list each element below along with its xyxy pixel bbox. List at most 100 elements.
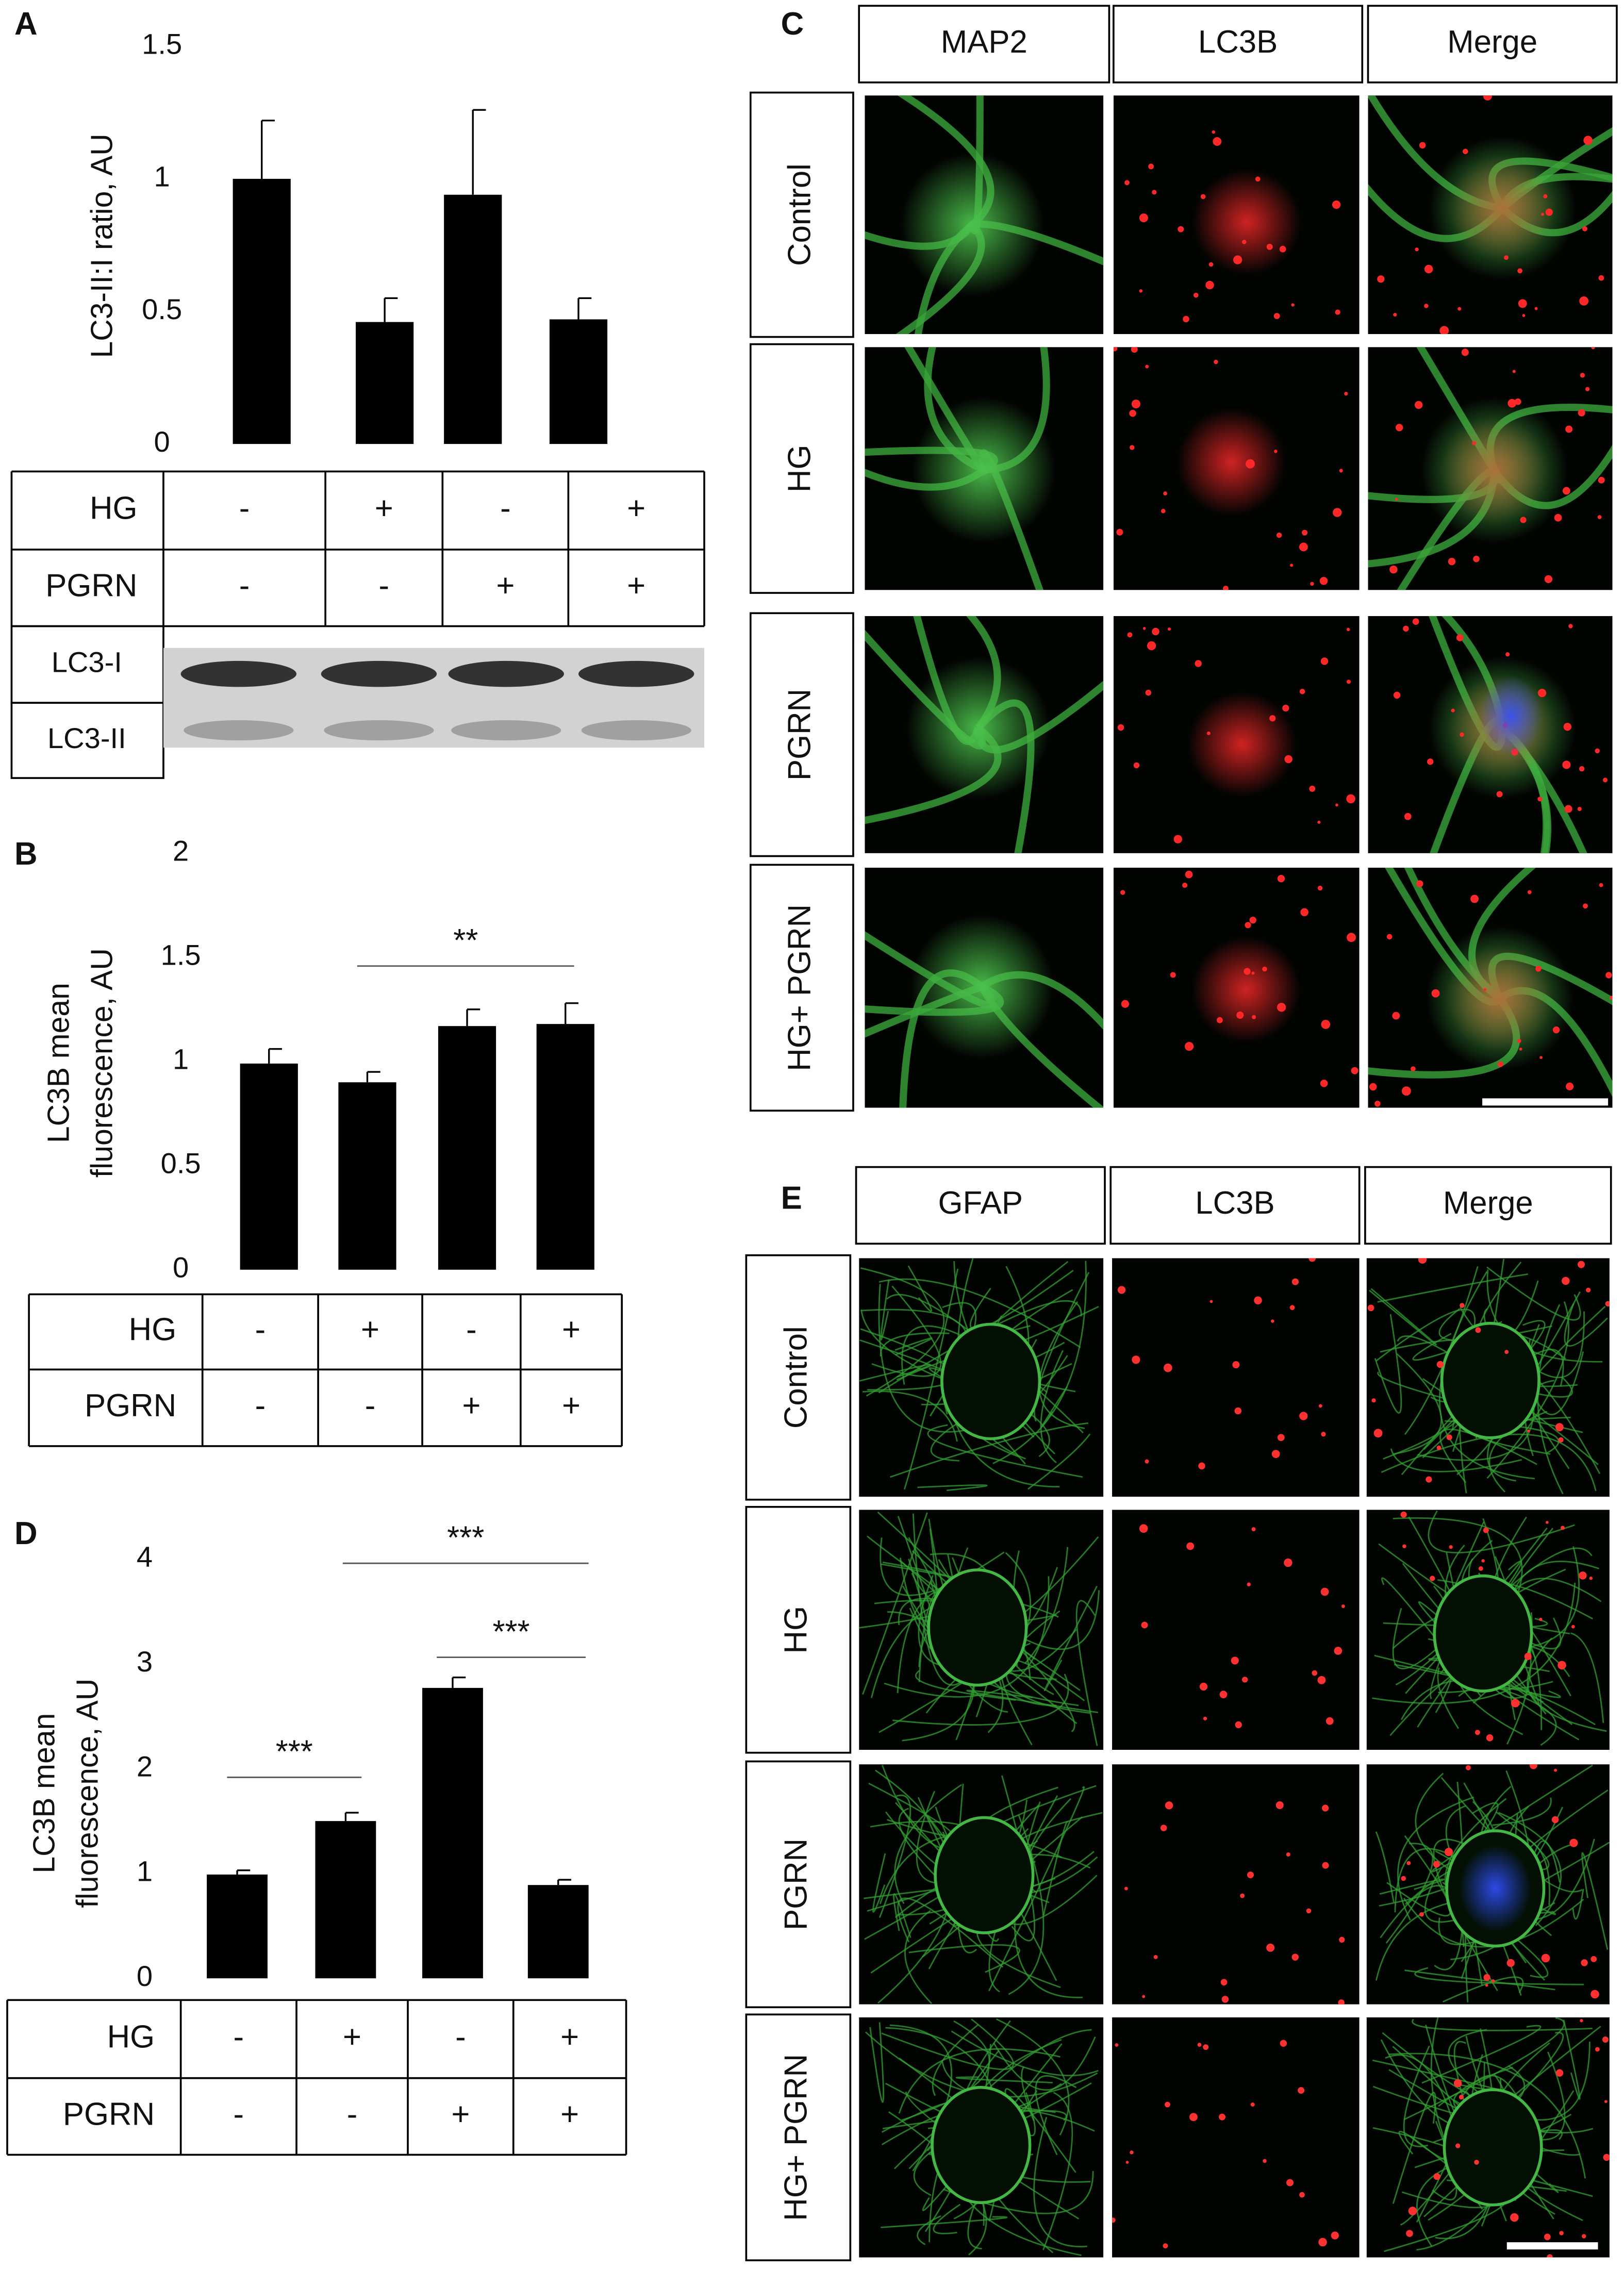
filament (1377, 1273, 1529, 1303)
y-tick-label: 1 (137, 1855, 153, 1887)
filament (1393, 1353, 1443, 1455)
lc3b-puncta (1581, 1959, 1588, 1966)
lc3b-puncta (1247, 1871, 1254, 1879)
lc3b-puncta (1254, 1296, 1262, 1305)
filament (908, 1944, 1020, 1973)
lc3b-puncta (1200, 194, 1206, 200)
lc3b-puncta (1418, 1258, 1427, 1264)
lc3b-puncta (1333, 508, 1342, 517)
filament (894, 1337, 933, 1356)
lc3b-puncta (1198, 1462, 1205, 1470)
lc3b-puncta (1522, 313, 1526, 317)
lc3b-puncta (1565, 425, 1573, 433)
filament (1428, 1510, 1575, 1553)
micrograph (1366, 1258, 1610, 1497)
table-row-label: HG (90, 490, 138, 526)
nucleus-outline (927, 1568, 1028, 1687)
lc3b-puncta (1411, 1066, 1416, 1072)
y-tick-label: 4 (137, 1541, 153, 1573)
micrograph (1366, 2017, 1610, 2258)
lc3b-puncta (1400, 1511, 1407, 1518)
row-label: HG+ PGRN (778, 2054, 814, 2221)
lc3b-puncta (1544, 2233, 1551, 2241)
filament (1397, 1796, 1474, 1920)
y-tick-label: 1 (173, 1043, 189, 1075)
lc3b-puncta (1124, 180, 1130, 186)
lc3b-puncta (1133, 762, 1140, 769)
lc3b-puncta (1218, 2113, 1225, 2121)
lc3b-puncta (1318, 1404, 1322, 1408)
lc3b-puncta (1152, 190, 1157, 195)
lc3b-puncta (1539, 1617, 1543, 1621)
lc3b-puncta (1334, 1647, 1343, 1655)
lc3b-puncta (1131, 347, 1138, 353)
lc3b-puncta (1347, 933, 1356, 942)
filament (1403, 1898, 1584, 1948)
lc3b-puncta (1460, 732, 1464, 737)
lc3b-puncta (1408, 2207, 1417, 2215)
lc3b-puncta (1291, 1953, 1299, 1961)
lc3b-puncta (1183, 316, 1189, 323)
lc3b-puncta (1491, 1979, 1495, 1983)
lc3b-puncta (1539, 1056, 1543, 1059)
column-header-box (1364, 1166, 1612, 1245)
error-bar (565, 1002, 578, 1024)
error-bar (557, 1879, 571, 1885)
filament (1516, 2032, 1564, 2099)
error-bar (268, 1048, 282, 1064)
lc3b-puncta (1586, 1287, 1591, 1293)
lc3b-puncta (1402, 1544, 1406, 1549)
lc3b-puncta (1578, 1261, 1585, 1268)
lc3b-puncta (1298, 2087, 1305, 2094)
lc3b-puncta (1473, 555, 1480, 562)
lc3b-puncta (1475, 1327, 1481, 1333)
bar (549, 319, 608, 444)
error-bar (344, 1812, 359, 1821)
filament (1498, 1812, 1562, 1926)
lc3b-puncta (1117, 1286, 1126, 1294)
lc3b-puncta (1510, 2213, 1519, 2222)
filament (1537, 1304, 1564, 1495)
table-cell: - (255, 1388, 266, 1423)
lc3b-puncta (1247, 1582, 1251, 1586)
lc3b-puncta (1182, 882, 1188, 888)
lc3b-puncta (1121, 1000, 1130, 1008)
filament (966, 1690, 1099, 1714)
lc3b-puncta (1465, 1765, 1471, 1770)
lc3b-puncta (1562, 760, 1571, 769)
bar (315, 1821, 376, 1979)
lc3b-puncta (1277, 1434, 1285, 1442)
lc3b-puncta (1426, 1476, 1432, 1483)
lc3b-puncta (1537, 797, 1543, 802)
row-label: HG (778, 1606, 814, 1654)
lc3b-puncta (1186, 1542, 1195, 1550)
y-tick-label: 2 (173, 835, 189, 867)
lc3b-puncta (1302, 529, 1308, 536)
lc3b-puncta (1374, 1101, 1381, 1107)
filament (1024, 1547, 1069, 1664)
filament (878, 1300, 1082, 1394)
lc3b-puncta (1300, 908, 1308, 917)
row-label: PGRN (782, 689, 818, 781)
lc3b-soma (1188, 692, 1296, 797)
lc3b-puncta (1457, 307, 1462, 311)
filament (898, 2048, 1060, 2114)
lc3b-puncta (1483, 1974, 1490, 1981)
soma (910, 915, 1054, 1059)
lc3b-puncta (1439, 326, 1449, 334)
lc3b-puncta (1444, 1848, 1453, 1857)
filament (869, 2022, 884, 2103)
blot-band (184, 720, 294, 741)
lc3b-puncta (1286, 2179, 1294, 2187)
lc3b-puncta (1139, 213, 1148, 223)
lc3b-puncta (1401, 1876, 1406, 1881)
lc3b-puncta (1609, 996, 1613, 1000)
lc3b-puncta (1424, 304, 1429, 308)
lc3b-puncta (1424, 264, 1433, 274)
micrograph (1368, 95, 1613, 334)
lc3b-puncta (1322, 1862, 1329, 1869)
lc3b-puncta (1250, 2102, 1255, 2107)
lc3b-puncta (1595, 2047, 1600, 2052)
lc3b-puncta (1483, 95, 1492, 101)
lc3b-puncta (1371, 1398, 1376, 1403)
